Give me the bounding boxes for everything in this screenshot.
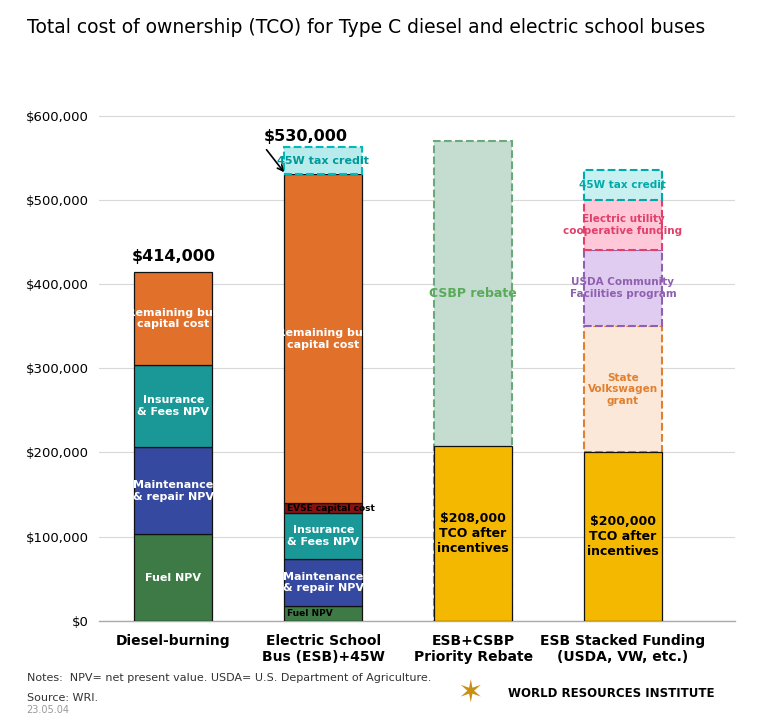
FancyBboxPatch shape <box>584 326 662 453</box>
Text: $200,000
TCO after
incentives: $200,000 TCO after incentives <box>587 516 659 558</box>
Text: Maintenance
& repair NPV: Maintenance & repair NPV <box>283 572 364 593</box>
Bar <box>284 503 362 513</box>
FancyBboxPatch shape <box>284 147 362 175</box>
Text: 23.05.04: 23.05.04 <box>27 705 70 715</box>
Text: CSBP rebate: CSBP rebate <box>429 287 517 300</box>
Bar <box>284 175 362 503</box>
Text: Fuel NPV: Fuel NPV <box>287 609 333 618</box>
Text: Remaining bus
capital cost: Remaining bus capital cost <box>277 328 369 349</box>
Text: 45W tax credit: 45W tax credit <box>579 180 666 190</box>
Text: State
Volkswagen
grant: State Volkswagen grant <box>588 373 658 406</box>
Bar <box>584 453 662 621</box>
FancyBboxPatch shape <box>434 141 512 621</box>
Text: Maintenance
& repair NPV: Maintenance & repair NPV <box>133 480 214 502</box>
Text: EVSE capital cost: EVSE capital cost <box>287 503 375 513</box>
FancyBboxPatch shape <box>584 251 662 326</box>
Text: Total cost of ownership (TCO) for Type C diesel and electric school buses: Total cost of ownership (TCO) for Type C… <box>27 18 705 37</box>
Text: Insurance
& Fees NPV: Insurance & Fees NPV <box>137 396 209 417</box>
Text: Notes:  NPV= net present value. USDA= U.S. Department of Agriculture.: Notes: NPV= net present value. USDA= U.S… <box>27 673 431 683</box>
Bar <box>284 606 362 621</box>
Text: Source: WRI.: Source: WRI. <box>27 693 98 703</box>
Text: Insurance
& Fees NPV: Insurance & Fees NPV <box>287 526 359 547</box>
Text: $208,000
TCO after
incentives: $208,000 TCO after incentives <box>437 512 509 554</box>
Text: Remaining bus
capital cost: Remaining bus capital cost <box>127 308 220 329</box>
Text: $414,000: $414,000 <box>131 249 215 264</box>
Bar <box>134 448 212 534</box>
Text: Electric utility
cooperative funding: Electric utility cooperative funding <box>563 214 682 236</box>
Text: 45W tax credit: 45W tax credit <box>277 155 369 165</box>
Text: USDA Community
Facilities program: USDA Community Facilities program <box>569 277 676 299</box>
Bar <box>134 365 212 448</box>
FancyBboxPatch shape <box>584 170 662 200</box>
Text: $530,000: $530,000 <box>263 129 347 144</box>
FancyBboxPatch shape <box>584 200 662 251</box>
Text: WORLD RESOURCES INSTITUTE: WORLD RESOURCES INSTITUTE <box>508 687 714 700</box>
Bar <box>134 534 212 621</box>
Bar <box>284 560 362 606</box>
Bar <box>434 445 512 621</box>
Text: Fuel NPV: Fuel NPV <box>146 573 202 583</box>
Bar <box>134 272 212 365</box>
Bar <box>284 513 362 560</box>
Text: ✶: ✶ <box>457 679 483 708</box>
